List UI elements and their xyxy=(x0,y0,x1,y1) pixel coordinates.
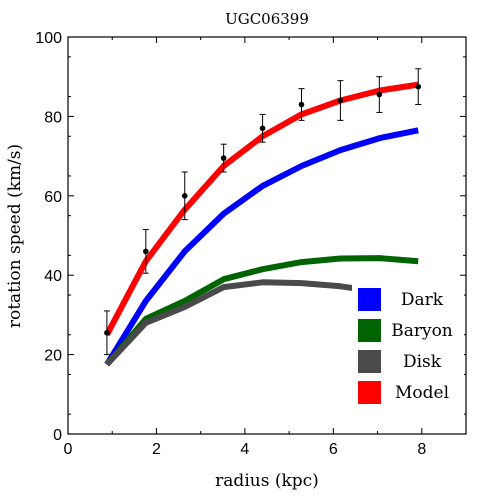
data-points-layer xyxy=(103,68,422,356)
series-line-dark xyxy=(104,127,419,367)
legend-label-model: Model xyxy=(395,383,449,403)
plot-frame xyxy=(67,36,467,435)
data-point xyxy=(104,329,110,336)
series-line-baryon xyxy=(104,255,419,367)
legend-swatch-dark xyxy=(358,288,381,311)
data-point xyxy=(337,97,344,104)
y-axis-label: rotation speed (km/s) xyxy=(5,144,25,328)
data-point xyxy=(143,248,149,255)
y-tick-label: 60 xyxy=(44,189,62,206)
x-tick-label: 8 xyxy=(417,441,426,458)
data-point xyxy=(220,155,227,161)
legend-label-dark: Dark xyxy=(401,290,444,310)
y-tick-label: 20 xyxy=(44,348,62,365)
chart-title: UGC06399 xyxy=(225,10,309,28)
legend-swatch-disk xyxy=(358,350,381,373)
y-tick-label: 80 xyxy=(44,109,62,126)
data-point xyxy=(181,193,188,199)
x-tick-label: 4 xyxy=(240,441,249,458)
data-point xyxy=(298,101,305,108)
x-axis-label: radius (kpc) xyxy=(215,471,319,491)
y-tick-label: 0 xyxy=(53,427,62,444)
data-point xyxy=(259,125,266,132)
legend: Dark Baryon Disk Model xyxy=(352,282,464,416)
legend-swatch-model xyxy=(358,381,381,404)
legend-label-baryon: Baryon xyxy=(391,321,453,341)
data-point xyxy=(415,83,422,90)
y-tick-label: 40 xyxy=(44,268,62,285)
data-point xyxy=(376,91,383,98)
x-tick-label: 6 xyxy=(329,441,338,458)
legend-swatch-baryon xyxy=(358,319,381,342)
y-tick-label: 100 xyxy=(35,30,62,47)
x-tick-label: 0 xyxy=(64,441,73,458)
x-tick-label: 2 xyxy=(152,441,161,458)
legend-label-disk: Disk xyxy=(403,352,442,372)
